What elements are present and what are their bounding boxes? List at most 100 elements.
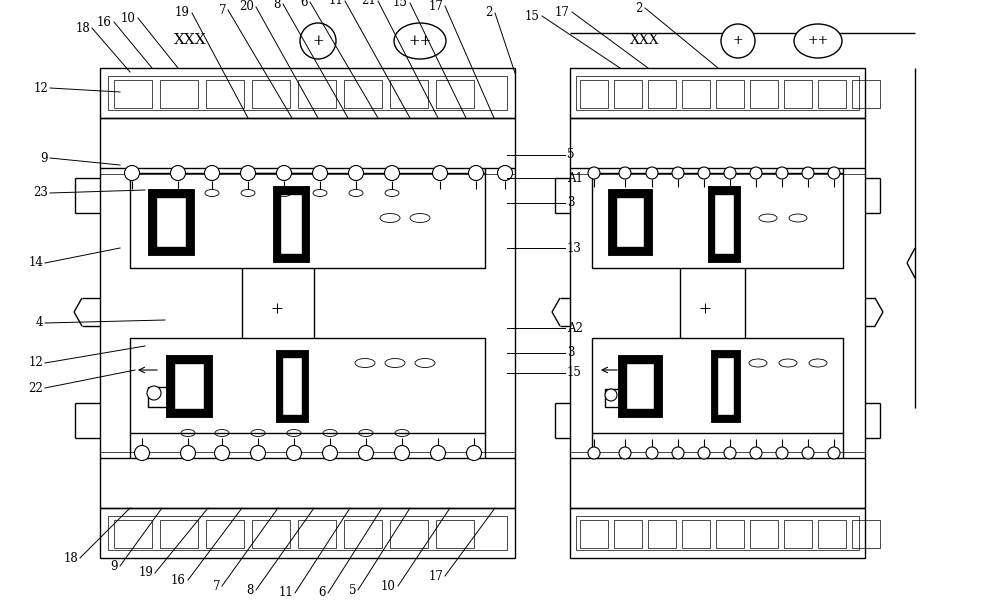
Text: 13: 13	[567, 241, 582, 255]
Bar	[570, 68, 865, 118]
Text: 9: 9	[110, 559, 118, 573]
Circle shape	[802, 167, 814, 179]
Bar	[298, 520, 336, 548]
Text: 10: 10	[381, 579, 396, 593]
Circle shape	[828, 167, 840, 179]
Circle shape	[240, 165, 256, 181]
Bar	[682, 520, 710, 548]
Circle shape	[276, 165, 292, 181]
Bar	[160, 80, 198, 108]
Circle shape	[124, 165, 140, 181]
Bar	[620, 357, 660, 415]
Circle shape	[698, 167, 710, 179]
Bar	[605, 389, 622, 407]
Circle shape	[170, 165, 186, 181]
Circle shape	[358, 446, 374, 460]
Text: 12: 12	[33, 81, 48, 94]
Bar	[280, 194, 302, 254]
Circle shape	[147, 386, 161, 400]
Bar	[275, 188, 307, 260]
Bar	[100, 68, 515, 118]
Bar	[206, 520, 244, 548]
Circle shape	[750, 167, 762, 179]
Text: ++: ++	[807, 35, 829, 47]
Text: ++: ++	[408, 34, 432, 48]
Bar	[148, 387, 170, 407]
Circle shape	[828, 447, 840, 459]
Text: 17: 17	[428, 570, 443, 582]
Bar	[390, 80, 428, 108]
Text: 15: 15	[393, 0, 408, 10]
Text: 18: 18	[63, 551, 78, 564]
Text: 7: 7	[218, 4, 226, 16]
Bar	[710, 188, 738, 260]
Circle shape	[300, 23, 336, 59]
Bar	[784, 80, 812, 108]
Text: 12: 12	[28, 356, 43, 370]
Bar	[108, 76, 507, 110]
Circle shape	[430, 446, 446, 460]
Circle shape	[322, 446, 338, 460]
Bar	[818, 520, 846, 548]
Text: +: +	[312, 34, 324, 48]
Circle shape	[750, 447, 762, 459]
Text: 6: 6	[300, 0, 308, 9]
Text: 10: 10	[121, 12, 136, 24]
Text: 5: 5	[567, 148, 574, 162]
Circle shape	[394, 446, 410, 460]
Text: XXX: XXX	[174, 33, 206, 47]
Circle shape	[180, 446, 196, 460]
Text: 8: 8	[274, 0, 281, 10]
Text: 17: 17	[555, 5, 570, 18]
Bar	[682, 80, 710, 108]
Bar	[130, 173, 485, 268]
Circle shape	[205, 165, 220, 181]
Bar	[576, 76, 859, 110]
Bar	[580, 80, 608, 108]
Text: 2: 2	[486, 7, 493, 19]
Text: 3: 3	[567, 196, 574, 210]
Circle shape	[432, 165, 448, 181]
Text: 19: 19	[138, 567, 153, 579]
Bar	[108, 516, 507, 550]
Bar	[114, 520, 152, 548]
Ellipse shape	[394, 23, 446, 59]
Text: 20: 20	[239, 1, 254, 13]
Text: 16: 16	[171, 573, 186, 587]
Circle shape	[646, 447, 658, 459]
Bar	[570, 118, 865, 508]
Text: XXX: XXX	[630, 33, 660, 47]
Bar	[436, 80, 474, 108]
Circle shape	[588, 447, 600, 459]
Bar	[614, 520, 642, 548]
Text: A1: A1	[567, 171, 583, 184]
Bar	[576, 516, 859, 550]
Text: 14: 14	[28, 257, 43, 269]
Bar	[130, 338, 485, 433]
Bar	[750, 520, 778, 548]
Circle shape	[776, 167, 788, 179]
Text: 21: 21	[361, 0, 376, 7]
Bar	[206, 80, 244, 108]
Text: 16: 16	[97, 15, 112, 29]
Bar	[818, 80, 846, 108]
Circle shape	[605, 389, 617, 401]
Circle shape	[468, 165, 484, 181]
Text: 5: 5	[349, 584, 356, 596]
Circle shape	[498, 165, 512, 181]
Bar	[156, 197, 186, 247]
Bar	[648, 80, 676, 108]
Circle shape	[646, 167, 658, 179]
Text: 8: 8	[247, 584, 254, 596]
Bar	[717, 357, 734, 415]
Text: 11: 11	[278, 587, 293, 599]
Bar	[592, 338, 843, 433]
Circle shape	[287, 446, 302, 460]
Circle shape	[802, 447, 814, 459]
Circle shape	[312, 165, 328, 181]
Bar	[714, 194, 734, 254]
Bar	[614, 80, 642, 108]
Bar	[344, 80, 382, 108]
Bar	[713, 352, 738, 420]
Bar	[174, 363, 204, 409]
